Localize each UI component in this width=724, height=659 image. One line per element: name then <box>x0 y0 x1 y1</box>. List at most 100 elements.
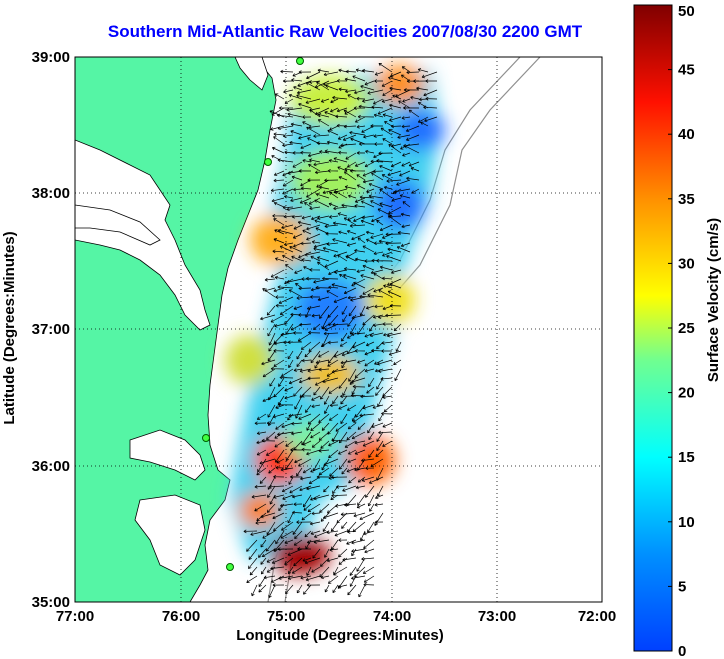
velocity-arrow <box>323 458 339 466</box>
velocity-arrow <box>338 68 348 73</box>
velocity-arrow <box>342 314 348 323</box>
velocity-arrow <box>351 431 366 440</box>
velocity-arrow <box>363 539 375 549</box>
velocity-arrow <box>351 233 366 241</box>
velocity-arrow <box>379 202 393 208</box>
velocity-arrow <box>382 233 393 239</box>
velocity-arrow <box>382 251 393 257</box>
velocity-arrow <box>314 377 330 386</box>
velocity-arrow <box>343 109 357 118</box>
velocity-arrow <box>331 368 348 374</box>
velocity-arrow <box>389 103 402 109</box>
velocity-arrow <box>327 168 339 173</box>
velocity-arrow <box>358 142 374 146</box>
velocity-arrow <box>425 96 438 101</box>
velocity-arrow <box>349 224 366 228</box>
velocity-arrow <box>292 161 303 168</box>
velocity-arrow <box>291 494 303 499</box>
velocity-arrow <box>318 350 330 358</box>
velocity-arrow <box>278 377 285 387</box>
x-tick-label: 76:00 <box>162 608 200 625</box>
velocity-arrow <box>341 521 348 529</box>
y-tick-label: 37:00 <box>32 321 70 338</box>
velocity-arrow <box>317 261 330 271</box>
velocity-arrow <box>382 440 393 447</box>
velocity-arrow <box>300 241 312 246</box>
velocity-arrow <box>345 255 357 262</box>
velocity-vectors <box>243 62 438 598</box>
velocity-arrow <box>387 247 402 253</box>
velocity-arrow <box>343 273 357 280</box>
velocity-arrow <box>378 368 393 373</box>
velocity-arrow <box>282 494 294 500</box>
velocity-arrow <box>311 215 321 221</box>
velocity-arrow <box>296 584 303 594</box>
velocity-arrow <box>344 107 357 115</box>
velocity-arrow <box>306 71 321 80</box>
colorbar-tick-label: 0 <box>678 643 686 659</box>
colorbar-tick-label: 10 <box>678 514 695 531</box>
velocity-arrow <box>315 359 330 365</box>
velocity-arrow <box>287 512 294 524</box>
velocity-arrow <box>383 404 393 413</box>
velocity-arrow <box>317 296 330 302</box>
velocity-arrow <box>424 116 438 123</box>
velocity-arrow <box>330 521 339 532</box>
velocity-arrow <box>387 215 402 226</box>
velocity-arrow <box>255 521 267 525</box>
colorbar-tick-label: 20 <box>678 385 695 402</box>
velocity-arrow <box>306 276 321 281</box>
velocity-arrow <box>310 350 321 364</box>
y-tick-label: 39:00 <box>32 49 70 66</box>
velocity-arrow <box>330 107 339 113</box>
velocity-arrow <box>324 224 339 229</box>
velocity-arrow <box>287 575 303 581</box>
velocity-arrow <box>333 296 348 303</box>
velocity-arrow <box>276 458 285 464</box>
velocity-arrow <box>374 520 384 524</box>
velocity-arrow <box>349 168 366 173</box>
velocity-arrow <box>290 130 303 136</box>
velocity-arrow <box>298 413 312 420</box>
velocity-arrow <box>371 422 384 429</box>
velocity-arrow <box>343 287 357 295</box>
velocity-arrow <box>313 247 330 253</box>
velocity-arrow <box>266 305 276 316</box>
velocity-arrow <box>369 503 375 512</box>
velocity-arrow <box>293 386 303 397</box>
velocity-arrow <box>387 278 402 286</box>
y-tick-label: 35:00 <box>32 594 70 611</box>
velocity-arrow <box>333 206 348 211</box>
velocity-arrow <box>306 233 321 241</box>
velocity-arrow <box>294 395 303 410</box>
colorbar-tick-label: 25 <box>678 320 695 337</box>
velocity-arrow <box>399 194 411 199</box>
velocity-arrow <box>308 330 321 335</box>
velocity-arrow <box>380 377 393 381</box>
velocity-arrow <box>334 269 348 274</box>
velocity-arrow <box>359 512 375 521</box>
velocity-arrow <box>350 137 366 145</box>
velocity-arrow <box>339 273 348 280</box>
velocity-arrow <box>324 178 339 183</box>
velocity-arrow <box>314 170 330 175</box>
velocity-arrow <box>373 134 384 138</box>
velocity-arrow <box>376 158 393 163</box>
velocity-arrow <box>266 557 276 563</box>
velocity-arrow <box>347 458 357 464</box>
velocity-arrow <box>372 314 384 319</box>
velocity-arrow <box>374 502 384 507</box>
velocity-arrow <box>268 484 285 489</box>
velocity-arrow <box>267 323 276 337</box>
velocity-arrow <box>375 386 384 396</box>
velocity-arrow <box>306 583 321 587</box>
velocity-arrow <box>379 165 393 172</box>
velocity-arrow <box>271 557 285 564</box>
velocity-arrow <box>382 322 393 326</box>
velocity-arrow <box>293 187 303 192</box>
velocity-arrow <box>357 114 375 119</box>
velocity-arrow <box>375 494 384 500</box>
velocity-arrow <box>273 341 285 346</box>
velocity-arrow <box>267 404 276 418</box>
velocity-arrow <box>364 548 375 554</box>
